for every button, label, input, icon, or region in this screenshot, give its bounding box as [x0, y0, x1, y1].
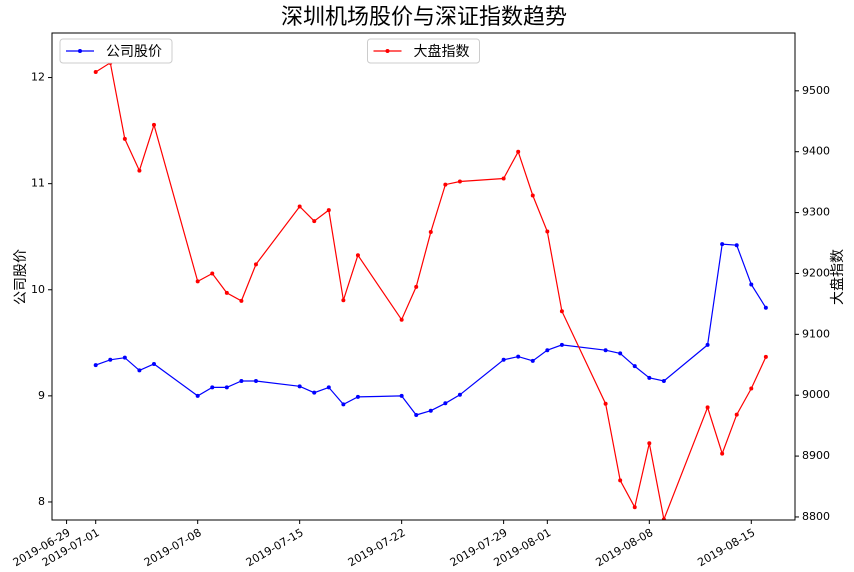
point: [428, 230, 433, 235]
point: [210, 271, 215, 276]
y2-axis-label: 大盘指数: [829, 249, 846, 305]
point: [559, 342, 564, 347]
point: [632, 364, 637, 369]
y-tick-label: 8: [38, 495, 45, 508]
point: [195, 279, 200, 284]
point: [297, 384, 302, 389]
point: [151, 362, 156, 367]
chart-title: 深圳机场股价与深证指数趋势: [281, 5, 567, 30]
point: [763, 354, 768, 359]
point: [414, 412, 419, 417]
point: [326, 208, 331, 213]
point: [108, 357, 113, 362]
point: [399, 393, 404, 398]
point: [734, 412, 739, 417]
plot-frame: [51, 32, 796, 521]
point: [253, 262, 258, 267]
point: [122, 136, 127, 141]
point: [661, 517, 666, 520]
legend: 大盘指数: [367, 38, 480, 64]
point: [545, 229, 550, 234]
y2-tick-label: 9500: [802, 84, 830, 97]
point: [428, 408, 433, 413]
point: [326, 385, 331, 390]
point: [734, 243, 739, 248]
point: [312, 219, 317, 224]
point: [661, 379, 666, 384]
point: [632, 505, 637, 510]
point: [618, 478, 623, 483]
y2-tick-label: 9300: [802, 206, 830, 219]
point: [603, 401, 608, 406]
point: [443, 401, 448, 406]
point: [501, 176, 506, 181]
point: [749, 386, 754, 391]
y2-tick-label: 8900: [802, 449, 830, 462]
point: [705, 405, 710, 410]
point: [457, 392, 462, 397]
point: [720, 242, 725, 247]
plot: [93, 60, 768, 520]
point: [720, 451, 725, 456]
point: [618, 351, 623, 356]
y2-tick-label: 9400: [802, 145, 830, 158]
y2-tick-label: 9000: [802, 388, 830, 401]
point: [312, 390, 317, 395]
y-tick-label: 11: [31, 177, 45, 190]
legend-box: [59, 38, 173, 64]
point: [399, 317, 404, 322]
point: [93, 69, 98, 74]
point: [443, 182, 448, 187]
point: [224, 385, 229, 390]
point: [530, 193, 535, 198]
point: [137, 368, 142, 373]
point: [137, 168, 142, 173]
point: [341, 298, 346, 303]
point: [297, 204, 302, 209]
legend-label: 大盘指数: [414, 43, 470, 60]
point: [501, 357, 506, 362]
legend-label: 公司股价: [106, 44, 162, 60]
point: [647, 441, 652, 446]
point: [516, 354, 521, 359]
point: [355, 394, 360, 399]
point: [530, 358, 535, 363]
y-tick-label: 9: [38, 389, 45, 402]
point: [516, 149, 521, 154]
point: [239, 298, 244, 303]
point: [457, 179, 462, 184]
legend: 公司股价: [59, 38, 173, 64]
point: [763, 305, 768, 310]
point: [355, 253, 360, 258]
point: [341, 402, 346, 407]
legend-marker: [78, 49, 82, 53]
point: [210, 385, 215, 390]
point: [195, 393, 200, 398]
point: [705, 342, 710, 347]
point: [151, 122, 156, 127]
y-axis-label: 公司股价: [13, 249, 29, 305]
point: [253, 379, 258, 384]
point: [603, 348, 608, 353]
point: [749, 282, 754, 287]
y2-tick-label: 9100: [802, 327, 830, 340]
legend-box: [367, 38, 480, 64]
point: [559, 309, 564, 314]
y2-tick-label: 9200: [802, 266, 830, 279]
point: [545, 348, 550, 353]
y-tick-label: 12: [31, 71, 45, 84]
point: [647, 375, 652, 380]
y-tick-label: 10: [31, 283, 45, 296]
point: [93, 363, 98, 368]
point: [122, 355, 127, 360]
point: [414, 284, 419, 289]
point: [239, 379, 244, 384]
legend-marker: [385, 49, 390, 53]
y2-tick-label: 8800: [802, 510, 830, 523]
point: [224, 290, 229, 295]
